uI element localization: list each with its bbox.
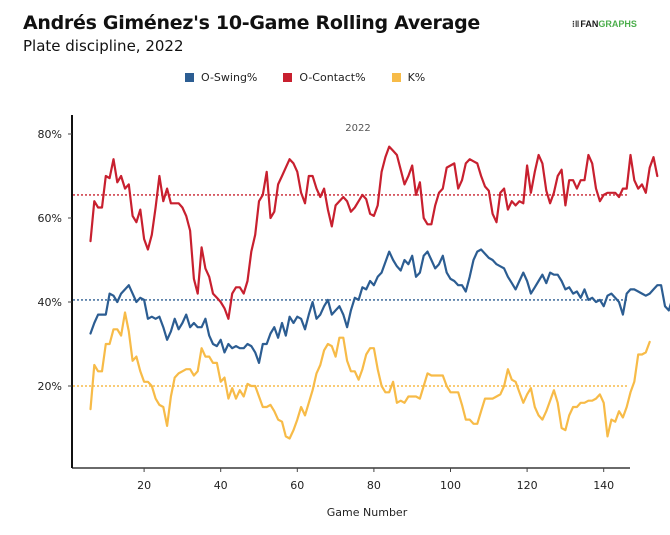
series-line-k [89,311,651,440]
series-line-o-contact [89,145,659,320]
x-tick-label: 80 [367,479,381,492]
x-tick-label: 120 [517,479,538,492]
x-tick-label: 140 [593,479,614,492]
legend-label-o-contact: O-Contact% [299,71,366,84]
x-tick-label: 20 [137,479,151,492]
season-average-lines [73,194,628,387]
ticks: 20 40 60 80 100 120 140 20% 40% 60% 80% [38,128,615,492]
chart-title: Andrés Giménez's 10-Game Rolling Average [23,12,480,34]
y-tick-label: 80% [38,128,62,141]
y-tick-label: 60% [38,212,62,225]
legend-item-o-swing: O-Swing% [185,71,257,84]
y-tick-label: 20% [38,380,62,393]
x-tick-label: 40 [214,479,228,492]
axes [71,115,630,469]
legend-swatch-o-swing [185,73,194,82]
x-tick-label: 60 [290,479,304,492]
year-annotation: 2022 [345,123,370,134]
y-tick-label: 40% [38,296,62,309]
fangraphs-logo-icon: ⁝‖ [572,19,580,29]
legend: O-Swing% O-Contact% K% [185,71,425,84]
legend-label-o-swing: O-Swing% [201,71,258,84]
series-lines [89,145,670,440]
fangraphs-logo: ⁝‖FANGRAPHS [572,19,637,30]
chart-subtitle: Plate discipline, 2022 [23,37,184,55]
legend-swatch-o-contact [283,73,293,82]
legend-swatch-k-pct [391,73,401,82]
logo-text-graphs: GRAPHS [598,19,637,29]
series-line-o-swing [89,248,670,364]
x-axis-title: Game Number [327,506,408,519]
x-tick-label: 100 [440,479,461,492]
logo-text-fan: FAN [580,19,599,29]
legend-item-o-contact: O-Contact% [283,71,366,84]
legend-label-k-pct: K% [407,71,426,84]
legend-item-k-pct: K% [391,71,426,84]
